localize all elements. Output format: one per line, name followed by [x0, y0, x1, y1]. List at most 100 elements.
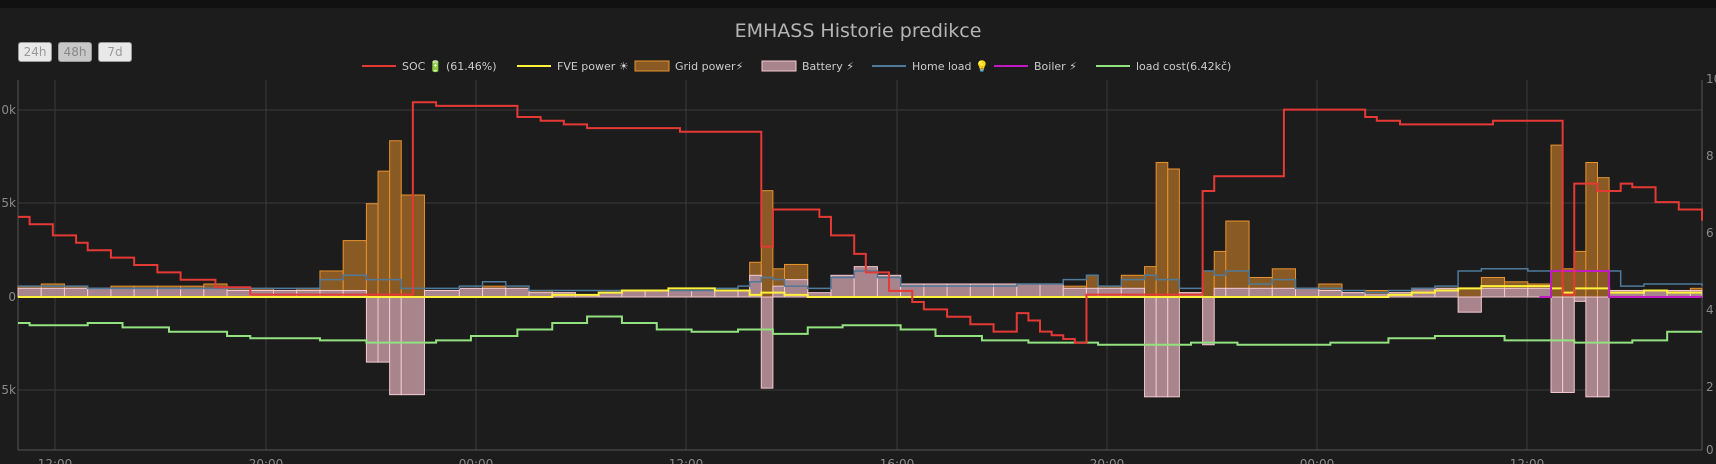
battery-bar — [40, 287, 65, 298]
grid-power-bar — [377, 170, 391, 298]
line-series — [18, 101, 1703, 346]
battery-bar — [749, 274, 762, 298]
battery-bar — [1562, 296, 1575, 393]
range-24h-button[interactable]: 24h — [18, 42, 52, 62]
x-tick-label: 12:00 — [38, 457, 73, 464]
battery-bar — [63, 287, 89, 298]
grid-power-bar — [342, 240, 367, 298]
battery-bar — [691, 289, 716, 298]
battery-bar — [1550, 296, 1564, 393]
load-cost-line — [18, 315, 1702, 346]
battery-bar — [1155, 296, 1169, 398]
battery-bar — [1202, 296, 1215, 346]
top-strip — [0, 0, 1716, 8]
battery-bar — [1039, 283, 1064, 298]
battery-bar — [1167, 296, 1180, 398]
soc-line — [18, 101, 1703, 344]
y-right-tick-label: 10 — [1706, 72, 1716, 86]
legend: SOC 🔋 (61.46%) FVE power ☀ Grid power⚡ Batt… — [362, 60, 1231, 73]
battery-bar — [1248, 287, 1273, 298]
legend-label-grid: Grid power⚡ — [675, 60, 743, 73]
grid-power-bar — [1155, 161, 1169, 298]
battery-bar — [505, 287, 530, 298]
grid-power-bar — [1202, 270, 1215, 298]
battery-bar — [1295, 287, 1320, 298]
battery-bar — [389, 296, 402, 396]
y-left-tick-label: 5k — [1, 196, 16, 210]
axes: 0k 5k 0 5k 10 8 6 4 2 0 12:00 20:00 00:00 12:00 16:00 2… — [1, 72, 1716, 464]
y-left-tick-label: 0 — [8, 290, 16, 304]
battery-bar — [180, 287, 205, 298]
battery-bar — [377, 296, 391, 363]
range-7d-button[interactable]: 7d — [98, 42, 132, 62]
battery-bar — [365, 296, 379, 363]
gridlines — [17, 80, 1703, 451]
battery-bar — [1504, 287, 1529, 298]
battery-bar — [667, 289, 693, 298]
battery-bar — [1527, 287, 1552, 298]
battery-bar — [156, 287, 182, 298]
legend-label-battery: Battery ⚡ — [802, 60, 854, 73]
boiler-line — [1539, 269, 1702, 298]
battery-bar — [1573, 296, 1587, 302]
battery-bar — [87, 287, 112, 298]
battery-bar — [1062, 287, 1087, 298]
y-right-tick-label: 0 — [1706, 443, 1714, 457]
battery-bar — [110, 287, 135, 298]
battery-bar — [1213, 287, 1227, 298]
battery-bar — [400, 296, 425, 396]
legend-label-home: Home load 💡 — [912, 60, 989, 73]
battery-bar — [772, 285, 786, 298]
battery-bar — [1085, 287, 1099, 298]
grid-power-bar — [1550, 144, 1564, 298]
x-tick-label: 16:00 — [880, 457, 915, 464]
grid-power-bar — [365, 203, 379, 298]
battery-bar — [17, 287, 42, 298]
grid-power-bar — [389, 140, 402, 298]
range-selector: 24h 48h 7d — [18, 42, 132, 62]
y-right-tick-label: 2 — [1706, 380, 1714, 394]
battery-bar — [1144, 296, 1157, 398]
x-tick-label: 20:00 — [249, 457, 284, 464]
x-tick-label: 20:00 — [1090, 457, 1125, 464]
legend-swatch-grid — [634, 60, 670, 72]
y-right-tick-label: 6 — [1706, 226, 1714, 240]
x-tick-label: 00:00 — [459, 457, 494, 464]
battery-bar — [1120, 287, 1146, 298]
battery-bar — [830, 274, 855, 298]
legend-label-fve: FVE power ☀ — [557, 60, 629, 73]
grid-power-bar — [1457, 287, 1482, 298]
battery-bar — [203, 287, 228, 298]
y-right-tick-label: 4 — [1706, 303, 1714, 317]
grid-power-bar — [1144, 266, 1157, 298]
grid-power-bar — [1596, 177, 1610, 298]
grid-power-bar — [760, 190, 774, 298]
battery-bar — [1596, 296, 1610, 398]
battery-bar — [482, 287, 507, 298]
battery-bar — [1271, 287, 1297, 298]
y-left-tick-label: 5k — [1, 383, 16, 397]
range-48h-button[interactable]: 48h — [58, 42, 92, 62]
chart-title: EMHASS Historie predikce — [734, 20, 982, 42]
battery-bar — [1097, 287, 1122, 298]
x-tick-label: 12:00 — [1510, 457, 1545, 464]
battery-series — [17, 266, 1703, 398]
legend-label-cost: load cost(6.42kč) — [1136, 60, 1231, 73]
legend-label-boiler: Boiler ⚡ — [1034, 60, 1077, 73]
legend-swatch-battery — [761, 60, 797, 72]
battery-bar — [1457, 296, 1482, 313]
grid-power-bar — [1167, 168, 1180, 298]
battery-bar — [133, 287, 158, 298]
battery-bar — [458, 287, 484, 298]
battery-bar — [1585, 296, 1598, 398]
y-right-tick-label: 8 — [1706, 149, 1714, 163]
home-load-line — [18, 268, 1703, 294]
y-left-tick-label: 0k — [1, 103, 16, 117]
grid-power-bar — [1573, 250, 1587, 298]
battery-bar — [1480, 287, 1506, 298]
battery-bar — [1016, 283, 1041, 298]
battery-bar — [1225, 287, 1250, 298]
grid-power-bar — [1225, 220, 1250, 298]
x-tick-label: 00:00 — [1300, 457, 1335, 464]
